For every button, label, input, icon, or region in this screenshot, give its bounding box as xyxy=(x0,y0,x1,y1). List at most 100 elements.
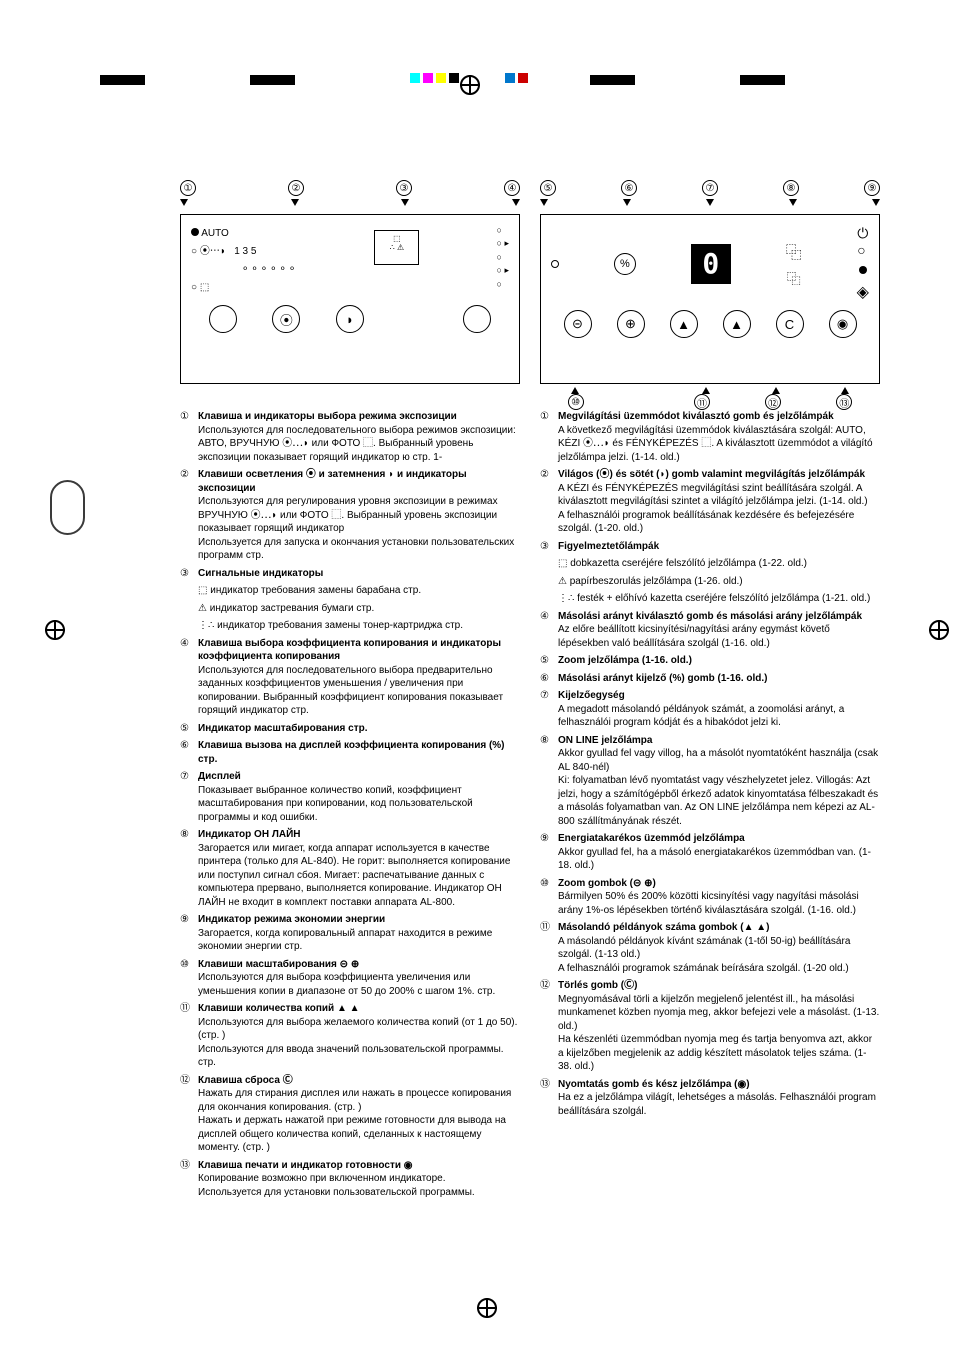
russian-column: ①Клавиша и индикаторы выбора режима эксп… xyxy=(180,410,520,1203)
item-body: Megnyomásával törli a kijelzőn megjelenő… xyxy=(558,994,879,1032)
display-value: 0 xyxy=(702,247,719,280)
exposure-modes: AUTO ○ ⦿⋯◗ 1 3 5 ⚬⚬⚬⚬⚬⚬ ○ ⬚ xyxy=(191,225,297,297)
color-marks xyxy=(410,73,459,83)
item-body: Нажать для стирания дисплея или нажать в… xyxy=(198,1088,511,1113)
zoom-down-button[interactable]: ⊝ xyxy=(564,310,592,338)
scale-dots: ⚬⚬⚬⚬⚬⚬ xyxy=(241,261,297,279)
item-num: ⑨ xyxy=(540,832,558,873)
light-button[interactable]: ⦿ xyxy=(272,305,300,333)
callout: ③ xyxy=(396,180,412,196)
item-title: Клавиша сброса Ⓒ xyxy=(198,1075,293,1086)
item-body: Копирование возможно при включенном инди… xyxy=(198,1173,446,1184)
item-title: Nyomtatás gomb és kész jelzőlámpa (◉) xyxy=(558,1079,750,1090)
item-body: Нажать и держать нажатой при режиме гото… xyxy=(198,1115,506,1153)
ratio-indicators: ○○ ▸○○ ▸○ xyxy=(497,225,509,289)
hungarian-column: ①Megvilágítási üzemmódot kiválasztó gomb… xyxy=(540,410,880,1203)
callout: ② xyxy=(288,180,304,196)
item-body: A másolandó példányok kívánt számának (1… xyxy=(558,936,850,961)
item-title: Másolandó példányok száma gombok (▲ ▲) xyxy=(558,922,770,933)
scale-numbers: 1 3 5 xyxy=(234,246,256,257)
sub-line: ⋮∴ festék + előhívó kazetta cseréjére fe… xyxy=(558,592,880,606)
sub-line: ⋮∴ индикатор требования замены тонер-кар… xyxy=(198,619,520,633)
qty-button[interactable]: ▲ xyxy=(670,310,698,338)
item-num: ⑤ xyxy=(540,654,558,668)
item-num: ③ xyxy=(540,540,558,554)
callout: ⑨ xyxy=(864,180,880,196)
zoom-led xyxy=(551,260,559,268)
item-num: ② xyxy=(180,468,198,563)
panel-button[interactable] xyxy=(209,305,237,333)
online-icon: ⿻ xyxy=(786,239,802,263)
black-mark xyxy=(250,75,295,85)
item-title: Másolási arányt kiválasztó gomb és másol… xyxy=(558,611,862,622)
item-title: Клавиша выбора коэффициента копирования … xyxy=(198,638,501,663)
auto-label: AUTO xyxy=(201,228,229,239)
item-num: ② xyxy=(540,468,558,536)
clear-button[interactable]: C xyxy=(776,310,804,338)
icon-box: ⬚∴ ⚠ xyxy=(374,230,419,265)
item-title: Másolási arányt kijelző (%) gomb (1-16. … xyxy=(558,672,880,686)
item-num: ① xyxy=(180,410,198,464)
callout: ⑦ xyxy=(702,180,718,196)
qty-button[interactable]: ▲ xyxy=(723,310,751,338)
dark-button[interactable]: ◗ xyxy=(336,305,364,333)
item-body: Ha készenléti üzemmódban nyomja meg és t… xyxy=(558,1034,872,1072)
item-body: Az előre beállított kicsinyítési/nagyítá… xyxy=(558,624,830,649)
item-num: ⑨ xyxy=(180,913,198,954)
item-num: ⑥ xyxy=(540,672,558,686)
item-title: Zoom jelzőlámpa (1-16. old.) xyxy=(558,654,880,668)
black-mark xyxy=(100,75,145,85)
item-body: Используются для последовательного выбор… xyxy=(198,425,516,463)
item-title: Клавиши осветления ⦿ и затемнения ◗ и ин… xyxy=(198,469,467,494)
item-body: Ha ez a jelzőlámpa világít, lehetséges a… xyxy=(558,1092,876,1117)
panel-button[interactable] xyxy=(463,305,491,333)
item-body: Akkor gyullad fel, ha a másoló energiata… xyxy=(558,847,871,872)
print-button[interactable]: ◉ xyxy=(829,310,857,338)
item-title: Figyelmeztetőlámpák xyxy=(558,541,659,552)
copy-icon: ⿻ xyxy=(787,269,801,289)
callout: ⑧ xyxy=(783,180,799,196)
item-title: Клавиша печати и индикатор готовности ◉ xyxy=(198,1160,413,1171)
item-title: Világos (⦿) és sötét (◗) gomb valamint m… xyxy=(558,469,865,480)
item-num: ⑦ xyxy=(180,770,198,824)
item-body: Используются для выбора желаемого количе… xyxy=(198,1017,517,1042)
item-num: ⑤ xyxy=(180,722,198,736)
callout: ⑫ xyxy=(765,394,781,410)
item-title: ON LINE jelzőlámpa xyxy=(558,735,652,746)
item-num: ⑧ xyxy=(180,828,198,909)
item-num: ⑩ xyxy=(540,877,558,918)
item-body: Загорается или мигает, когда аппарат исп… xyxy=(198,843,510,908)
item-title: Energiatakarékos üzemmód jelzőlámpa xyxy=(558,833,745,844)
sub-line: ⬚ dobkazetta cseréjére felszólító jelzől… xyxy=(558,557,880,571)
item-body: A megadott másolandó példányok számát, a… xyxy=(558,704,844,729)
zoom-up-button[interactable]: ⊕ xyxy=(617,310,645,338)
book-tab-icon xyxy=(50,480,85,535)
item-num: ⑫ xyxy=(180,1074,198,1155)
item-num: ④ xyxy=(540,610,558,651)
item-title: Индикатор режима экономии энергии xyxy=(198,914,385,925)
item-title: Клавиша вызова на дисплей коэффициента к… xyxy=(198,739,520,766)
item-num: ⑬ xyxy=(180,1159,198,1200)
item-num: ⑪ xyxy=(540,921,558,975)
item-num: ③ xyxy=(180,567,198,581)
item-body: A felhasználói programok számának beírás… xyxy=(558,963,849,974)
item-title: Клавиша и индикаторы выбора режима экспо… xyxy=(198,411,457,422)
item-body: Akkor gyullad fel vagy villog, ha a máso… xyxy=(558,748,878,773)
callout: ⑪ xyxy=(694,394,710,410)
black-mark xyxy=(590,75,635,85)
item-num: ④ xyxy=(180,637,198,718)
diamond-icon: ◈ xyxy=(857,282,869,302)
item-body: Используются для ввода значений пользова… xyxy=(198,1044,504,1069)
callout: ① xyxy=(180,180,196,196)
item-num: ⑥ xyxy=(180,739,198,766)
item-body: Загорается, когда копировальный аппарат … xyxy=(198,928,492,953)
item-body: Используются для регулирования уровня эк… xyxy=(198,496,498,534)
callout: ⑥ xyxy=(621,180,637,196)
item-num: ⑬ xyxy=(540,1078,558,1119)
item-num: ⑦ xyxy=(540,689,558,730)
item-body: Используются для последовательного выбор… xyxy=(198,665,503,717)
power-save-icon: ⏻○ xyxy=(857,225,868,258)
item-title: Клавиши количества копий ▲ ▲ xyxy=(198,1003,360,1014)
item-title: Индикатор ОН ЛАЙН xyxy=(198,829,300,840)
percent-button[interactable]: % xyxy=(614,253,636,275)
